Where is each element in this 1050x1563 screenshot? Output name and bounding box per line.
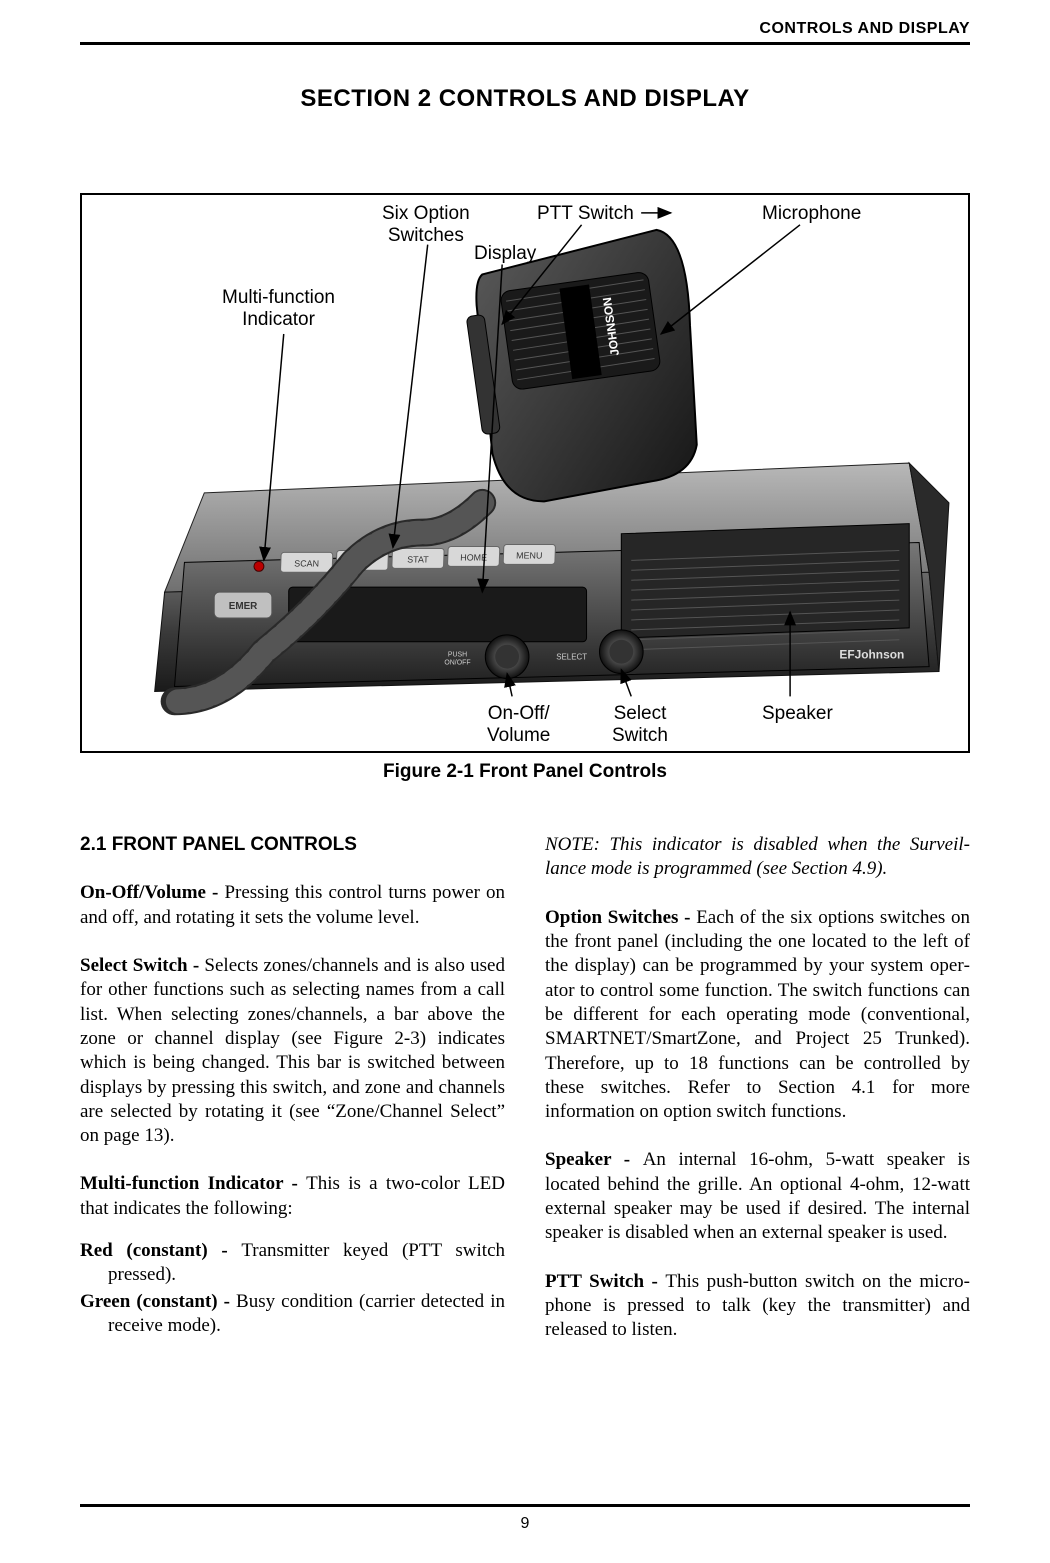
callout-speaker: Speaker — [762, 703, 833, 725]
term-speaker: Speaker - — [545, 1149, 643, 1170]
para-multi: Multi-function Indicator - This is a two… — [80, 1172, 505, 1221]
para-option: Option Switches - Each of the six option… — [545, 906, 970, 1125]
body-columns: 2.1 FRONT PANEL CONTROLS On-Off/Volume -… — [80, 833, 970, 1367]
callout-microphone: Microphone — [762, 203, 861, 225]
svg-text:ON/OFF: ON/OFF — [444, 660, 470, 667]
figure-box: Six OptionSwitches PTT Switch Microphone… — [80, 193, 970, 753]
para-select: Select Switch - Selects zones/channels a… — [80, 954, 505, 1149]
footer-rule — [80, 1504, 970, 1507]
callout-six-option: Six OptionSwitches — [382, 203, 470, 247]
text-select: Selects zones/channels and is also used … — [80, 955, 505, 1146]
section-title: SECTION 2 CONTROLS AND DISPLAY — [80, 85, 970, 113]
term-onoff: On-Off/Volume - — [80, 882, 224, 903]
term-option: Option Switches - — [545, 907, 696, 928]
term-pttswitch: PTT Switch - — [545, 1271, 665, 1292]
svg-text:EFJohnson: EFJohnson — [839, 648, 904, 662]
svg-text:SCAN: SCAN — [294, 558, 319, 568]
svg-text:SELECT: SELECT — [556, 653, 587, 662]
para-pttswitch: PTT Switch - This push-button switch on … — [545, 1270, 970, 1343]
svg-text:STAT: STAT — [407, 554, 429, 564]
svg-text:PUSH: PUSH — [448, 652, 467, 659]
item-red: Red (constant) - Transmitter keyed (PTT … — [108, 1239, 505, 1288]
header-rule — [80, 42, 970, 45]
callout-ptt: PTT Switch — [537, 203, 634, 225]
figure-caption: Figure 2-1 Front Panel Controls — [80, 761, 970, 783]
text-option: Each of the six options switches on the … — [545, 907, 970, 1123]
para-onoff: On-Off/Volume - Pressing this control tu… — [80, 881, 505, 930]
left-column: 2.1 FRONT PANEL CONTROLS On-Off/Volume -… — [80, 833, 505, 1367]
callout-display: Display — [474, 243, 536, 265]
page-number: 9 — [0, 1515, 1050, 1533]
subsection-heading: 2.1 FRONT PANEL CONTROLS — [80, 833, 505, 857]
note-text: NOTE: This indicator is disabled when th… — [545, 833, 970, 882]
callout-multi: Multi-functionIndicator — [222, 287, 335, 331]
right-column: NOTE: This indicator is disabled when th… — [545, 833, 970, 1367]
radio-illustration: SCAN A/D STAT HOME MENU EMER — [82, 195, 968, 751]
para-speaker: Speaker - An internal 16-ohm, 5-watt spe… — [545, 1148, 970, 1245]
svg-text:MENU: MENU — [516, 550, 543, 560]
svg-text:HOME: HOME — [460, 552, 487, 562]
callout-onoff: On-Off/Volume — [487, 703, 550, 747]
term-select: Select Switch - — [80, 955, 204, 976]
running-header: CONTROLS AND DISPLAY — [80, 20, 970, 38]
callout-select: SelectSwitch — [612, 703, 668, 747]
term-green: Green (constant) - — [80, 1291, 236, 1312]
svg-text:EMER: EMER — [229, 601, 258, 612]
term-red: Red (constant) - — [80, 1240, 241, 1261]
term-multi: Multi-function Indicator - — [80, 1173, 306, 1194]
item-green: Green (constant) - Busy condition (carri… — [108, 1290, 505, 1339]
